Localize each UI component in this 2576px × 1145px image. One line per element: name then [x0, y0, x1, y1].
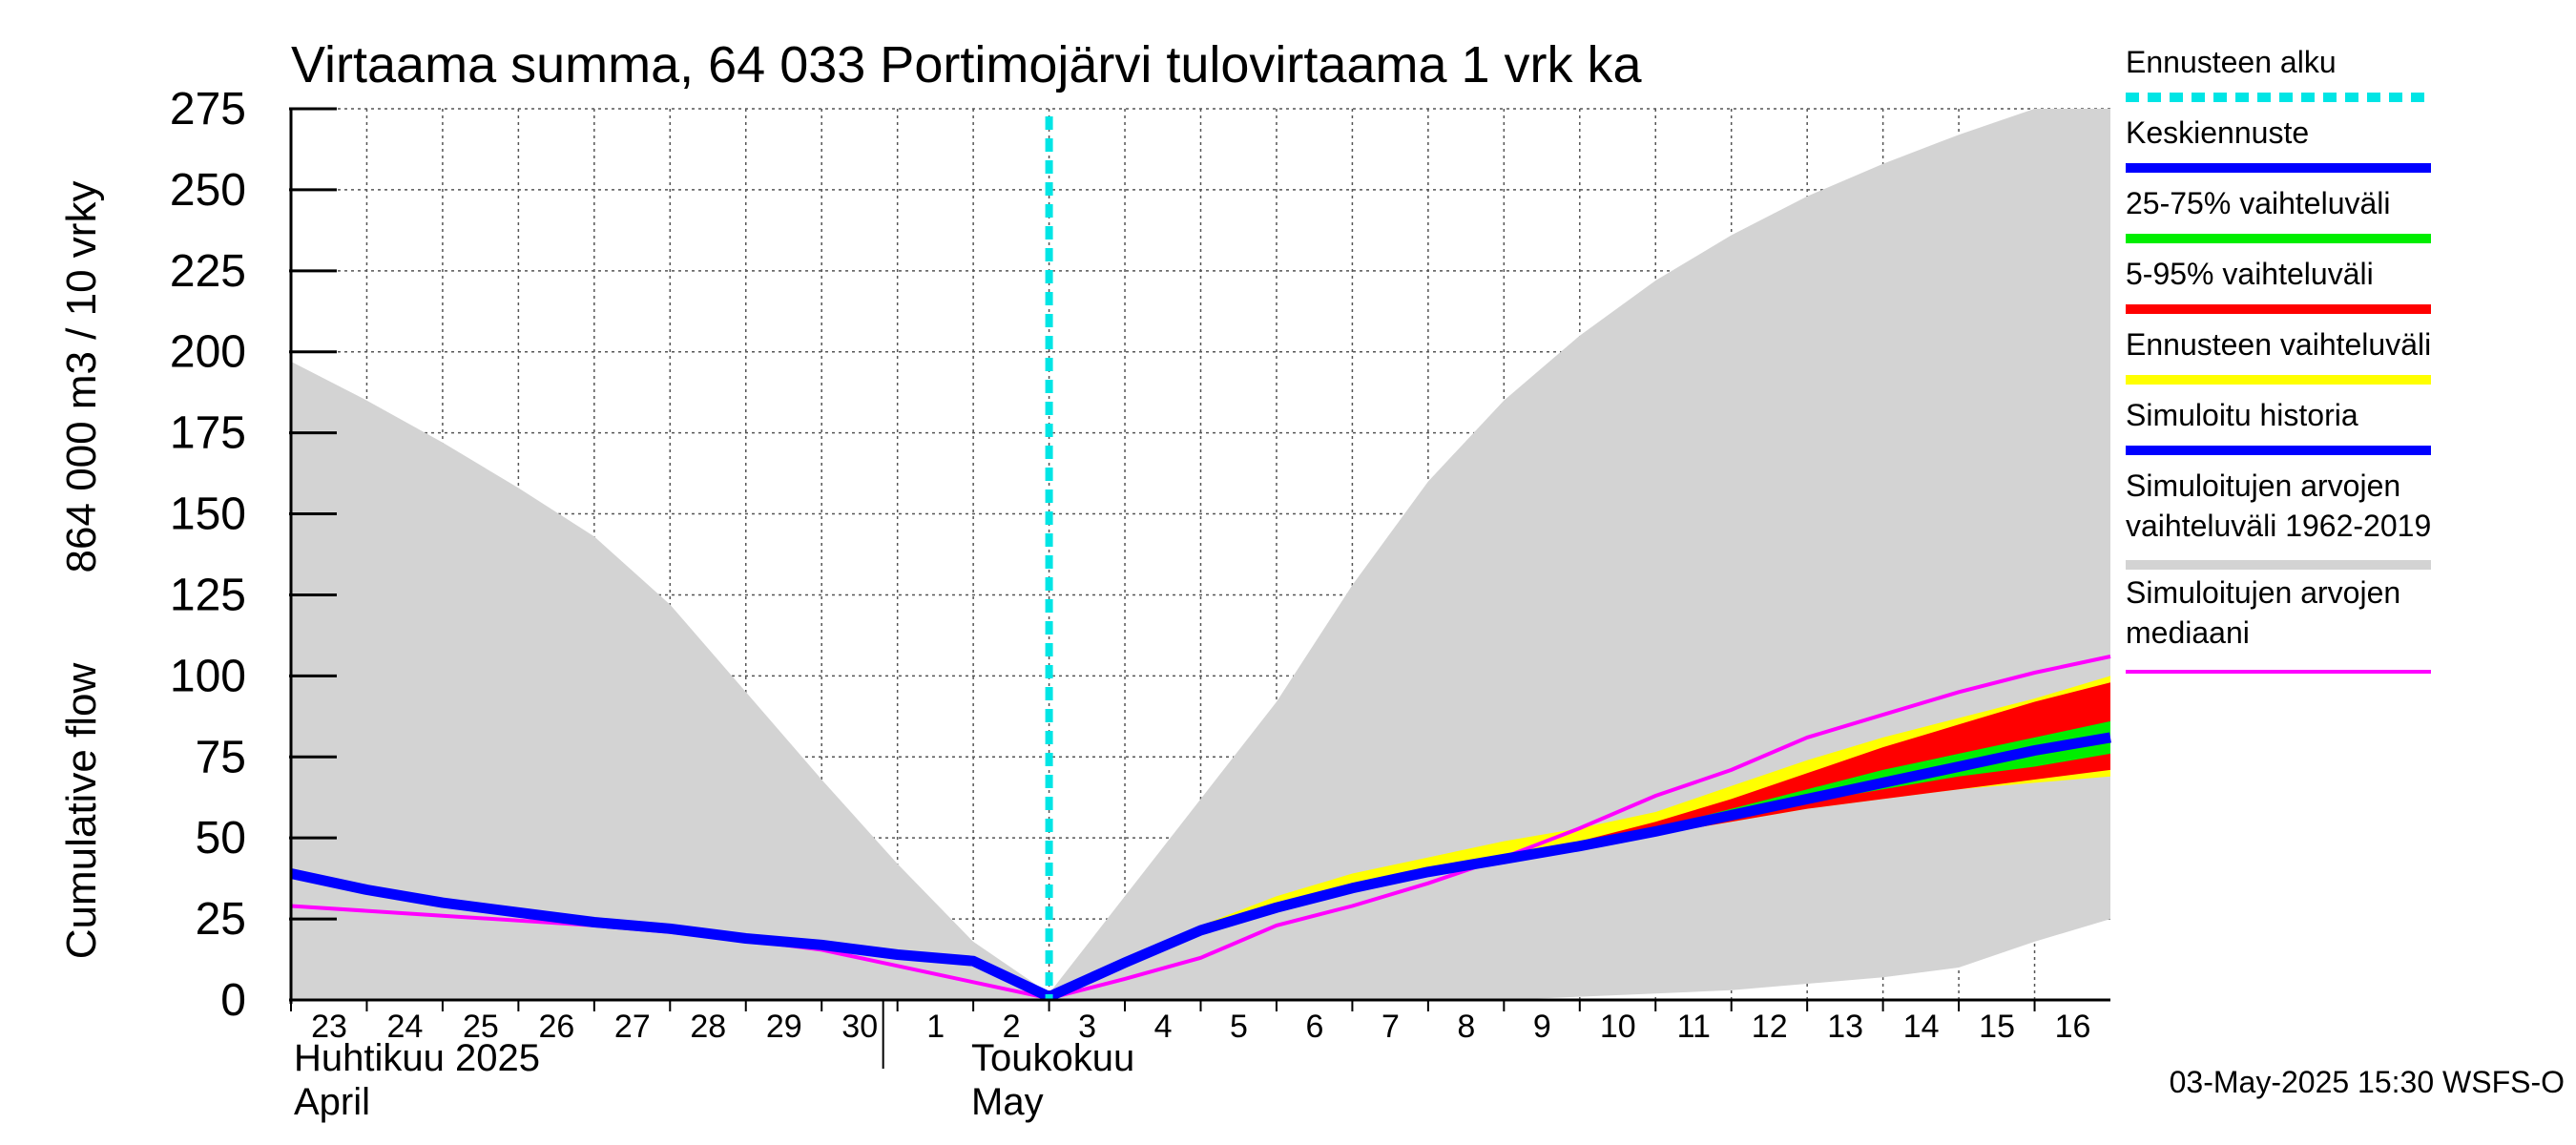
x-tick-label: 3: [1078, 1009, 1096, 1045]
x-tick-label: 15: [1979, 1009, 2015, 1045]
y-tick-label: 75: [196, 732, 246, 782]
y-axis-ticks: 0 25 50 75 100 125 150 175 200 225 250 275: [170, 84, 337, 1026]
x-tick-label: 27: [614, 1009, 651, 1045]
legend-label: Simuloitu historia: [2126, 398, 2358, 432]
y-tick-label: 25: [196, 894, 246, 945]
y-tick-label: 175: [170, 408, 246, 459]
y-axis-label-title: Cumulative flow: [58, 663, 105, 960]
x-tick-label: 12: [1752, 1009, 1788, 1045]
legend-label: Simuloitujen arvojen: [2126, 575, 2400, 610]
legend-label-line2: vaihteluväli 1962-2019: [2126, 509, 2431, 543]
chart-title: Virtaama summa, 64 033 Portimojärvi tulo…: [291, 36, 1643, 94]
timestamp-footer: 03-May-2025 15:30 WSFS-O: [2170, 1065, 2565, 1099]
x-tick-label: 13: [1827, 1009, 1863, 1045]
y-tick-label: 225: [170, 246, 246, 297]
legend: Ennusteen alku Keskiennuste 25-75% vaihtel…: [2126, 45, 2431, 674]
y-axis-label-units: 864 000 m3 / 10 vrky: [58, 181, 105, 573]
sim-history-line: [289, 868, 1051, 1002]
sim-range-band: [291, 109, 2110, 1000]
y-tick-label: 125: [170, 570, 246, 620]
x-tick-label: 6: [1305, 1009, 1323, 1045]
x-tick-label: 9: [1533, 1009, 1551, 1045]
x-tick-label: 29: [766, 1009, 802, 1045]
x-tick-label: 2: [1003, 1009, 1021, 1045]
x-tick-label: 23: [311, 1009, 347, 1045]
y-tick-label: 150: [170, 489, 246, 540]
x-tick-label: 24: [387, 1009, 424, 1045]
y-tick-label: 100: [170, 651, 246, 701]
y-tick-label: 50: [196, 813, 246, 864]
x-tick-label: 26: [538, 1009, 574, 1045]
x-tick-label: 11: [1677, 1009, 1711, 1045]
p5-95-band: [1049, 682, 2110, 997]
x-tick-label: 30: [841, 1009, 878, 1045]
y-tick-label: 250: [170, 165, 246, 216]
legend-label: Simuloitujen arvojen: [2126, 468, 2400, 503]
month-label-april-en: April: [294, 1081, 370, 1123]
legend-label: 5-95% vaihteluväli: [2126, 257, 2374, 291]
month-label-may-en: May: [971, 1081, 1044, 1123]
legend-label: 25-75% vaihteluväli: [2126, 186, 2391, 220]
x-tick-label: 14: [1903, 1009, 1940, 1045]
x-tick-label: 10: [1600, 1009, 1636, 1045]
forecast-range-band: [1049, 676, 2110, 997]
month-label-may-fi: Toukokuu: [971, 1037, 1134, 1079]
x-axis-ticks: 23 24 25 26 27 28 29 30 1 2 3 4 5 6 7 8 9 10 11 12 13 14 15 16: [290, 1000, 2091, 1045]
x-tick-label: 16: [2055, 1009, 2091, 1045]
y-tick-label: 0: [220, 975, 246, 1026]
x-tick-label: 4: [1154, 1009, 1173, 1045]
x-tick-label: 8: [1457, 1009, 1475, 1045]
mean-forecast-line: [1047, 732, 2111, 1002]
x-tick-label: 1: [926, 1009, 945, 1045]
x-tick-label: 5: [1230, 1009, 1248, 1045]
legend-label-line2: mediaani: [2126, 615, 2250, 650]
legend-label: Ennusteen alku: [2126, 45, 2337, 79]
month-labels: Huhtikuu 2025 April Toukokuu May: [294, 1037, 1134, 1123]
x-tick-label: 28: [690, 1009, 726, 1045]
series-layer: [289, 109, 2111, 1002]
y-tick-label: 275: [170, 84, 246, 135]
legend-label: Ennusteen vaihteluväli: [2126, 327, 2431, 362]
y-tick-label: 200: [170, 327, 246, 378]
legend-label: Keskiennuste: [2126, 115, 2309, 150]
month-label-april-fi: Huhtikuu 2025: [294, 1037, 540, 1079]
x-tick-label: 7: [1381, 1009, 1400, 1045]
x-tick-label: 25: [463, 1009, 499, 1045]
